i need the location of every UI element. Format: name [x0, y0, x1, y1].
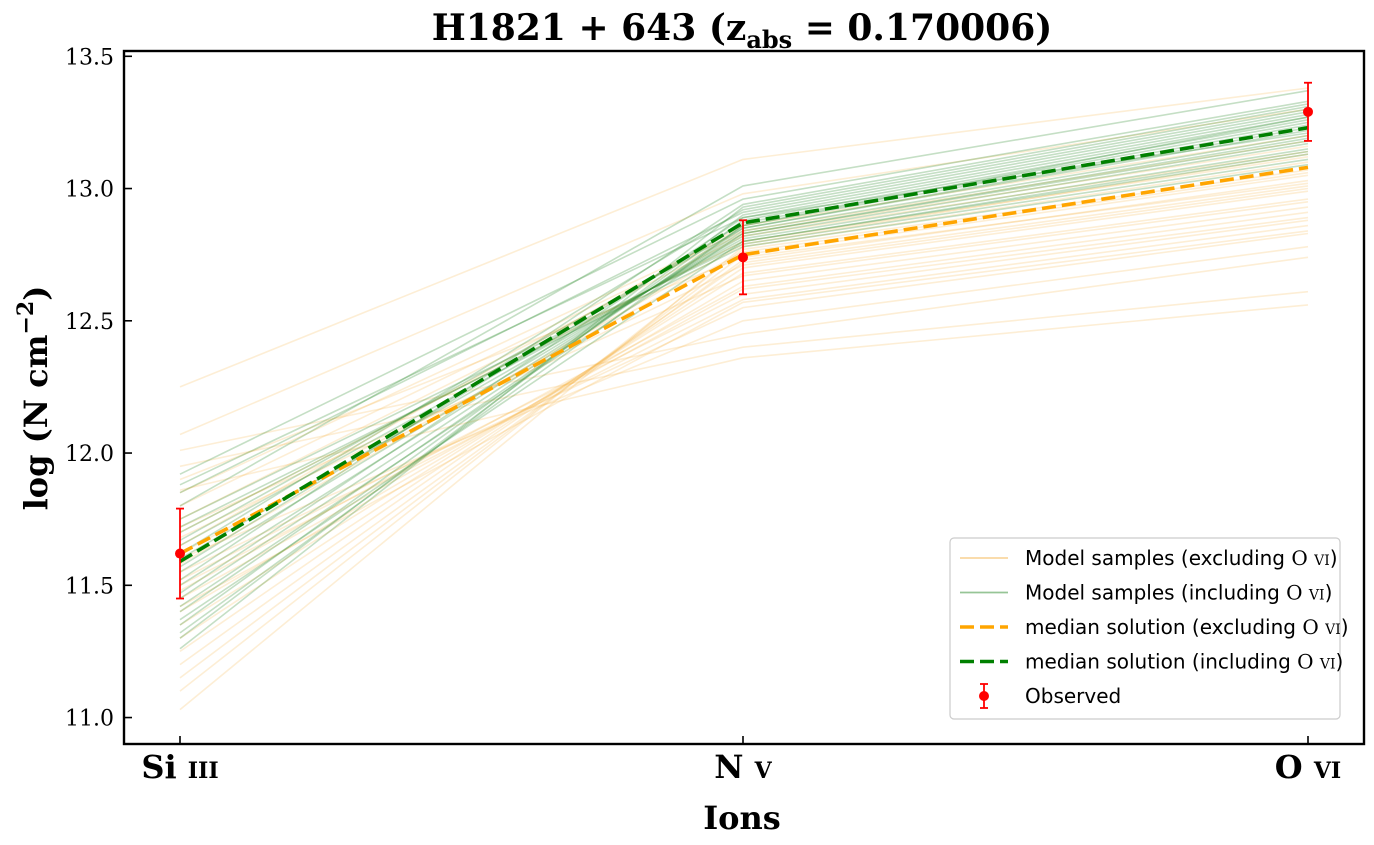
sample-line-including — [179, 137, 1309, 573]
plot-frame — [122, 49, 1366, 746]
sample-line-excluding — [179, 304, 1309, 491]
legend-label: Observed — [1025, 684, 1121, 708]
sample-line-including — [179, 89, 1309, 507]
sample-line-excluding — [179, 230, 1309, 608]
sample-line-excluding — [179, 232, 1309, 573]
sample-line-excluding — [179, 245, 1309, 560]
legend-label: median solution (including O vi) — [1025, 650, 1343, 674]
sample-line-including — [179, 113, 1309, 639]
sample-line-including — [179, 129, 1309, 600]
legend: Model samples (excluding O vi) Model samp… — [949, 537, 1349, 720]
sample-line-including — [179, 134, 1309, 586]
sample-line-excluding — [179, 224, 1309, 587]
legend-label: median solution (excluding O vi) — [1025, 615, 1349, 639]
x-axis-title: Ions — [703, 799, 781, 837]
sample-line-including — [179, 111, 1309, 494]
observed-point — [738, 252, 748, 263]
sample-line-including — [179, 105, 1309, 650]
legend-label: Model samples (excluding O vi) — [1025, 546, 1338, 570]
y-axis-title: log (N cm−2) — [13, 286, 55, 511]
sample-line-including — [179, 108, 1309, 555]
y-tick-label: 12.0 — [65, 442, 114, 467]
sample-line-excluding — [179, 108, 1309, 436]
sample-line-excluding — [179, 290, 1309, 468]
median-lines — [179, 125, 1309, 564]
observed-points — [175, 81, 1313, 600]
legend-label: Model samples (including O vi) — [1025, 581, 1332, 605]
sample-line-including — [179, 132, 1309, 594]
observed-point — [175, 548, 185, 559]
y-tick-label: 11.0 — [65, 707, 114, 732]
y-tick-label: 11.5 — [65, 574, 114, 599]
sample-line-excluding — [179, 156, 1309, 534]
y-tick-label: 13.0 — [65, 178, 114, 203]
chart-title: H1821 + 643 (zabs = 0.170006) — [432, 7, 1053, 54]
sample-line-including — [179, 163, 1309, 528]
y-tick-label: 13.5 — [65, 45, 114, 70]
x-ticks: Si iii N v O vi — [141, 736, 1341, 786]
legend-items: Model samples (excluding O vi) Model samp… — [960, 546, 1349, 709]
x-tick-label: O vi — [1275, 748, 1341, 786]
y-tick-label: 12.5 — [65, 310, 114, 335]
sample-line-excluding — [179, 256, 1309, 452]
y-ticks: 11.0 11.5 12.0 12.5 13.0 13.5 — [65, 45, 132, 732]
median-line-excluding — [179, 165, 1309, 556]
sample-line-excluding — [179, 87, 1309, 388]
legend-swatch-marker — [979, 691, 989, 701]
sample-line-including — [179, 116, 1309, 486]
legend-box — [949, 537, 1341, 720]
sample-line-including — [179, 100, 1309, 475]
x-tick-label: N v — [714, 748, 772, 786]
observed-point — [1303, 106, 1313, 117]
x-tick-label: Si iii — [141, 748, 218, 786]
